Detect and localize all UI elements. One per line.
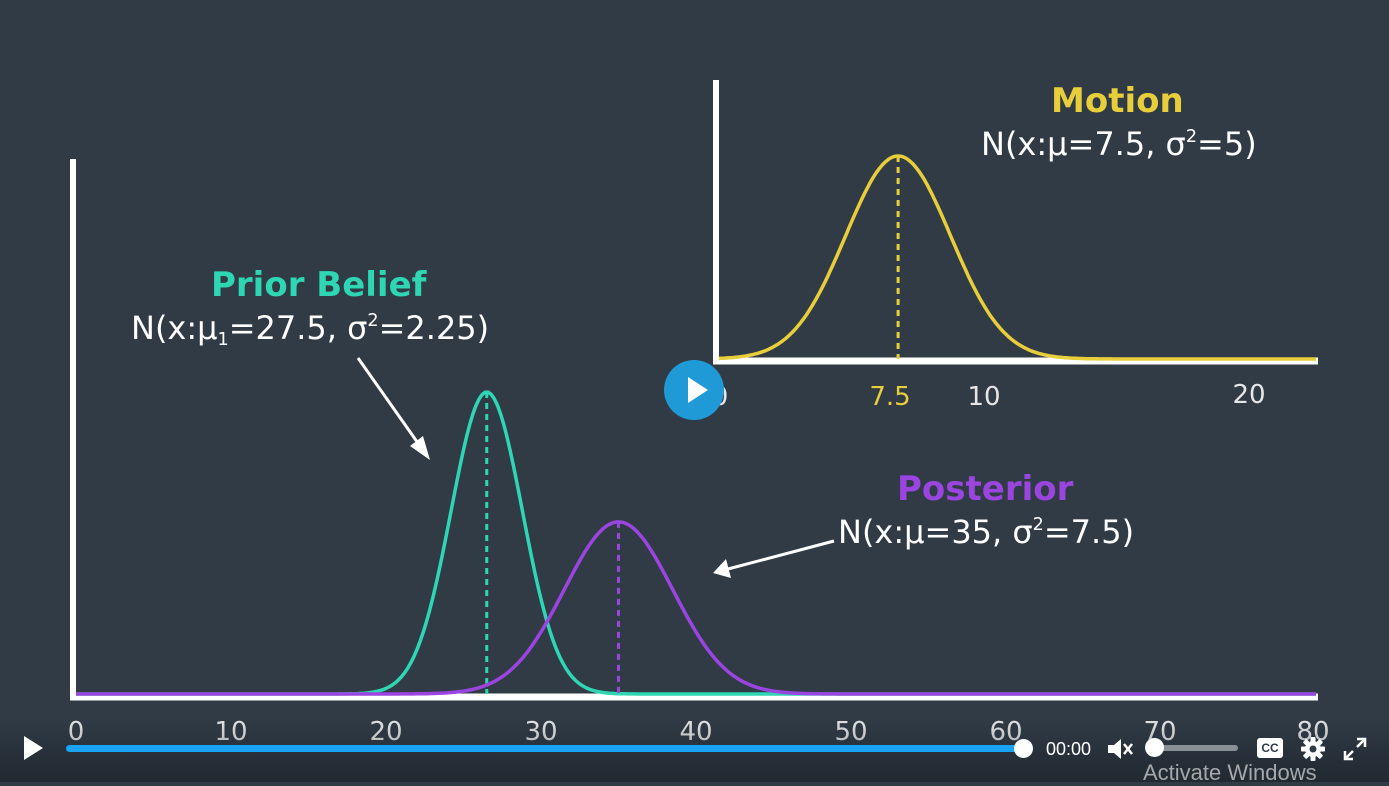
- prior-formula-sup: 2: [367, 310, 379, 331]
- prior-formula: N(x:μ1=27.5, σ2=2.25): [131, 312, 489, 350]
- motion-x-tick-highlight: 7.5: [869, 382, 911, 412]
- prior-formula-pre: N(x:μ: [131, 309, 218, 347]
- posterior-formula-post: =7.5): [1043, 513, 1135, 551]
- main-posterior-curve: [76, 520, 1316, 696]
- play-button[interactable]: [18, 733, 48, 763]
- posterior-arrow: [713, 539, 835, 578]
- motion-motion-curve: [718, 154, 1316, 361]
- motion-formula-pre: N(x:μ=7.5, σ: [981, 125, 1186, 163]
- posterior-formula-pre: N(x:μ=35, σ: [838, 513, 1033, 551]
- prior-formula-sub: 1: [217, 330, 229, 351]
- fullscreen-button[interactable]: [1342, 736, 1368, 762]
- motion-formula-sup: 2: [1185, 126, 1198, 147]
- progress-thumb[interactable]: [1014, 739, 1033, 758]
- motion-x-tick: 20: [1232, 380, 1266, 410]
- gear-icon: [1301, 737, 1325, 761]
- motion-title: Motion: [1051, 81, 1184, 121]
- motion-x-tick: 10: [967, 382, 1001, 412]
- captions-button[interactable]: CC: [1257, 738, 1283, 758]
- mute-button[interactable]: [1106, 735, 1134, 763]
- progress-bar[interactable]: [66, 745, 1024, 752]
- posterior-formula-sup: 2: [1032, 514, 1044, 535]
- prior-formula-post: =2.25): [378, 309, 490, 347]
- volume-slider[interactable]: [1156, 745, 1238, 751]
- volume-muted-icon: [1108, 739, 1133, 759]
- play-icon: [688, 377, 708, 403]
- prior-arrow: [356, 357, 430, 460]
- main-chart: [70, 159, 1318, 701]
- big-play-button[interactable]: [664, 360, 724, 420]
- motion-formula-post: =5): [1197, 125, 1257, 163]
- motion-formula: N(x:μ=7.5, σ2=5): [981, 128, 1257, 160]
- play-icon: [24, 736, 43, 760]
- posterior-title: Posterior: [897, 469, 1074, 509]
- settings-button[interactable]: [1300, 736, 1326, 762]
- time-display: 00:00: [1046, 739, 1092, 759]
- motion-chart: [713, 80, 1318, 365]
- cc-icon: CC: [1261, 741, 1279, 755]
- volume-thumb[interactable]: [1145, 738, 1164, 757]
- activate-windows-watermark: Activate Windows: [1143, 760, 1317, 785]
- fullscreen-icon: [1343, 737, 1367, 761]
- posterior-formula: N(x:μ=35, σ2=7.5): [838, 516, 1134, 548]
- prior-formula-mid: =27.5, σ: [228, 309, 368, 347]
- prior-title: Prior Belief: [211, 265, 427, 305]
